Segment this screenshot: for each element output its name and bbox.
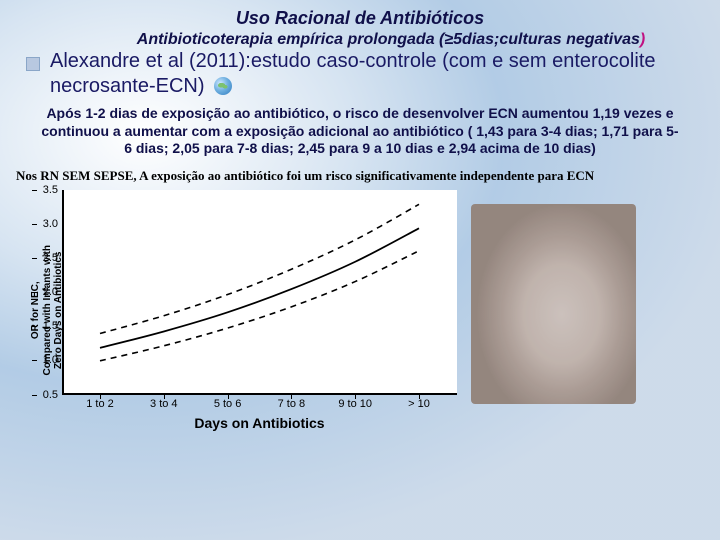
- y-tick-label: 2.5: [43, 252, 58, 264]
- subtitle-text: Antibioticoterapia empírica prolongada (…: [137, 31, 640, 48]
- x-tick-label: 1 to 2: [86, 398, 114, 410]
- series-upper_ci: [100, 204, 419, 333]
- y-tick-mark: [32, 326, 37, 327]
- x-tick-mark: [291, 394, 292, 399]
- figure-row: OR for NEC, Compared with Infants with Z…: [32, 190, 706, 431]
- chart-block: OR for NEC, Compared with Infants with Z…: [32, 190, 457, 431]
- infant-photo: [471, 204, 636, 404]
- x-tick-mark: [164, 394, 165, 399]
- chart-lines: [62, 190, 457, 395]
- study-text: Alexandre et al (2011):estudo caso-contr…: [50, 49, 706, 99]
- subtitle-close-paren: ): [640, 31, 645, 48]
- slide-title: Uso Racional de Antibióticos: [14, 8, 706, 29]
- x-tick-label: 9 to 10: [338, 398, 372, 410]
- y-tick-mark: [32, 395, 37, 396]
- study-bullet: Alexandre et al (2011):estudo caso-contr…: [26, 49, 706, 99]
- slide-root: Uso Racional de Antibióticos Antibiotico…: [0, 0, 720, 540]
- y-tick-label: 2.0: [43, 286, 58, 298]
- y-tick-mark: [32, 224, 37, 225]
- y-tick-label: 1.5: [43, 320, 58, 332]
- slide-subtitle: Antibioticoterapia empírica prolongada (…: [76, 31, 706, 49]
- x-tick-mark: [419, 394, 420, 399]
- y-tick-label: 3.0: [43, 218, 58, 230]
- x-axis-ticks: 1 to 2 3 to 4 5 to 6 7 to 8 9 to 10 > 10: [62, 395, 457, 415]
- x-tick-label: 3 to 4: [150, 398, 178, 410]
- y-axis-ticks: 0.51.01.52.02.53.03.5: [32, 190, 62, 395]
- x-tick-mark: [228, 394, 229, 399]
- x-tick-label: > 10: [408, 398, 430, 410]
- series-lower_ci: [100, 250, 419, 360]
- series-or_center: [100, 228, 419, 348]
- y-tick-mark: [32, 292, 37, 293]
- y-tick-mark: [32, 190, 37, 191]
- y-tick-label: 0.5: [43, 389, 58, 401]
- plot-area: 0.51.01.52.02.53.03.5: [62, 190, 457, 395]
- globe-icon: [214, 77, 232, 95]
- plot-column: 0.51.01.52.02.53.03.5 1 to 2 3 to 4 5 to 6…: [62, 190, 457, 431]
- x-tick-mark: [355, 394, 356, 399]
- y-tick-label: 1.0: [43, 354, 58, 366]
- x-tick-mark: [100, 394, 101, 399]
- x-tick-label: 7 to 8: [278, 398, 306, 410]
- bullet-icon: [26, 57, 40, 71]
- sepsis-note: Nos RN SEM SEPSE, A exposição ao antibió…: [16, 168, 704, 184]
- y-tick-mark: [32, 360, 37, 361]
- y-tick-mark: [32, 258, 37, 259]
- x-tick-label: 5 to 6: [214, 398, 242, 410]
- x-axis-label: Days on Antibiotics: [62, 415, 457, 431]
- y-tick-label: 3.5: [43, 184, 58, 196]
- risk-paragraph: Após 1-2 dias de exposição ao antibiótic…: [38, 105, 682, 158]
- study-text-content: Alexandre et al (2011):estudo caso-contr…: [50, 50, 656, 97]
